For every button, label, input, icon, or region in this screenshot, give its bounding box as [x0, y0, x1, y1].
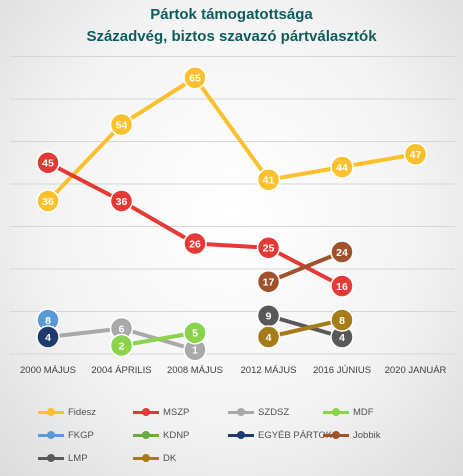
- data-point-fidesz: [109, 112, 134, 137]
- chart-title: Pártok támogatottsága: [150, 6, 313, 23]
- series-line-dk: [266, 318, 344, 339]
- legend-label: DK: [163, 452, 177, 464]
- data-label-szdsz: 1: [192, 345, 198, 357]
- x-tick-label: 2020 JANUÁR: [385, 365, 447, 376]
- data-label-fidesz: 65: [189, 73, 201, 85]
- series-line-mdf: [119, 330, 197, 348]
- legend-swatch: [38, 453, 64, 462]
- data-point-mdf: [183, 321, 207, 345]
- line-chart: 2000 MÁJUS 2004 ÁPRILIS 2008 MÁJUS 2012 MÁJ…: [10, 56, 455, 376]
- legend-item-jobbik: Jobbik: [323, 427, 380, 443]
- data-label-fidesz: 47: [410, 149, 422, 161]
- x-tick-label: 2012 MÁJUS: [241, 365, 297, 376]
- series-line-jobbik: [266, 250, 344, 284]
- data-point-mszp: [183, 231, 207, 256]
- data-label-szdsz: 6: [119, 323, 125, 335]
- legend-swatch: [133, 453, 159, 462]
- legend-label: Fidesz: [68, 406, 96, 418]
- data-point-mszp: [256, 236, 281, 260]
- data-point-fidesz: [183, 66, 207, 90]
- legend-item-kdnp: KDNP: [133, 427, 189, 443]
- legend-swatch: [323, 430, 349, 439]
- data-point-fidesz: [330, 155, 354, 179]
- legend-swatch: [228, 430, 254, 439]
- chart-subtitle: Századvég, biztos szavazó pártválasztók: [86, 28, 377, 45]
- legend-label: FKGP: [68, 429, 94, 441]
- data-label-fidesz: 41: [263, 175, 275, 187]
- legend-swatch: [38, 407, 64, 416]
- series-line-lmp: [266, 313, 344, 339]
- legend-item-dk: DK: [133, 450, 176, 466]
- data-point-mdf: [109, 333, 134, 358]
- data-point-dk: [330, 308, 354, 332]
- legend-label: Jobbik: [353, 429, 381, 441]
- data-point-mszp: [330, 274, 354, 298]
- legend-label: SZDSZ: [258, 406, 290, 418]
- legend-item-mszp: MSZP: [133, 404, 189, 420]
- legend-item-mdf: MDF: [323, 404, 374, 420]
- legend-item-fidesz: Fidesz: [38, 404, 96, 420]
- legend-swatch: [133, 407, 159, 416]
- legend-label: KDNP: [163, 429, 190, 441]
- data-label-mszp: 26: [189, 238, 201, 250]
- data-point-jobbik: [330, 240, 354, 264]
- data-label-dk: 8: [339, 315, 345, 327]
- legend-item-fkgp: FKGP: [38, 427, 94, 443]
- legend-swatch: [228, 407, 254, 416]
- data-label-mszp: 25: [263, 243, 275, 255]
- legend-item-egy-b-p-rtok: EGYÉB PÁRTOK: [228, 427, 332, 443]
- data-label-lmp: 9: [266, 311, 272, 323]
- data-label-egy-b-p-rtok: 4: [45, 332, 51, 344]
- data-label-jobbik: 17: [263, 277, 275, 289]
- legend-swatch: [133, 430, 159, 439]
- data-point-egy-b-p-rtok: [36, 325, 60, 349]
- x-tick-label: 2008 MÁJUS: [167, 365, 223, 376]
- data-point-jobbik: [256, 270, 281, 294]
- data-label-fidesz: 54: [116, 119, 128, 131]
- data-point-fidesz: [403, 142, 428, 166]
- data-point-mszp: [109, 189, 134, 213]
- legend-label: LMP: [68, 452, 88, 464]
- legend-label: MSZP: [163, 406, 190, 418]
- legend-swatch: [38, 430, 64, 439]
- data-label-fidesz: 44: [336, 162, 348, 174]
- legend-swatch: [323, 407, 349, 416]
- x-tick-label: 2016 JÚNIUS: [313, 365, 371, 376]
- legend-label: MDF: [353, 406, 374, 418]
- data-label-dk: 4: [266, 332, 272, 344]
- data-point-fidesz: [36, 189, 60, 213]
- x-tick-label: 2004 ÁPRILIS: [91, 365, 151, 376]
- legend: Fidesz MSZP SZDSZ MDF FKGP KDNP EGYÉB PÁRTOK Jo…: [38, 404, 458, 474]
- data-point-mszp: [36, 151, 60, 175]
- data-label-fidesz: 36: [42, 196, 54, 208]
- legend-label: EGYÉB PÁRTOK: [258, 429, 333, 441]
- data-label-mszp: 36: [116, 196, 128, 208]
- series-line-mszp: [46, 160, 344, 288]
- data-label-mszp: 16: [336, 281, 348, 293]
- legend-item-lmp: LMP: [38, 450, 88, 466]
- data-point-fidesz: [256, 168, 281, 192]
- data-label-mdf: 2: [119, 340, 125, 352]
- legend-item-szdsz: SZDSZ: [228, 404, 289, 420]
- x-tick-label: 2000 MÁJUS: [20, 365, 76, 376]
- data-label-lmp: 4: [339, 332, 345, 344]
- data-point-dk: [256, 325, 281, 349]
- data-label-mdf: 5: [192, 328, 198, 340]
- data-label-jobbik: 24: [336, 247, 348, 259]
- series-line-fidesz: [46, 75, 418, 203]
- data-label-mszp: 45: [42, 158, 54, 170]
- data-label-fkgp: 8: [45, 315, 51, 327]
